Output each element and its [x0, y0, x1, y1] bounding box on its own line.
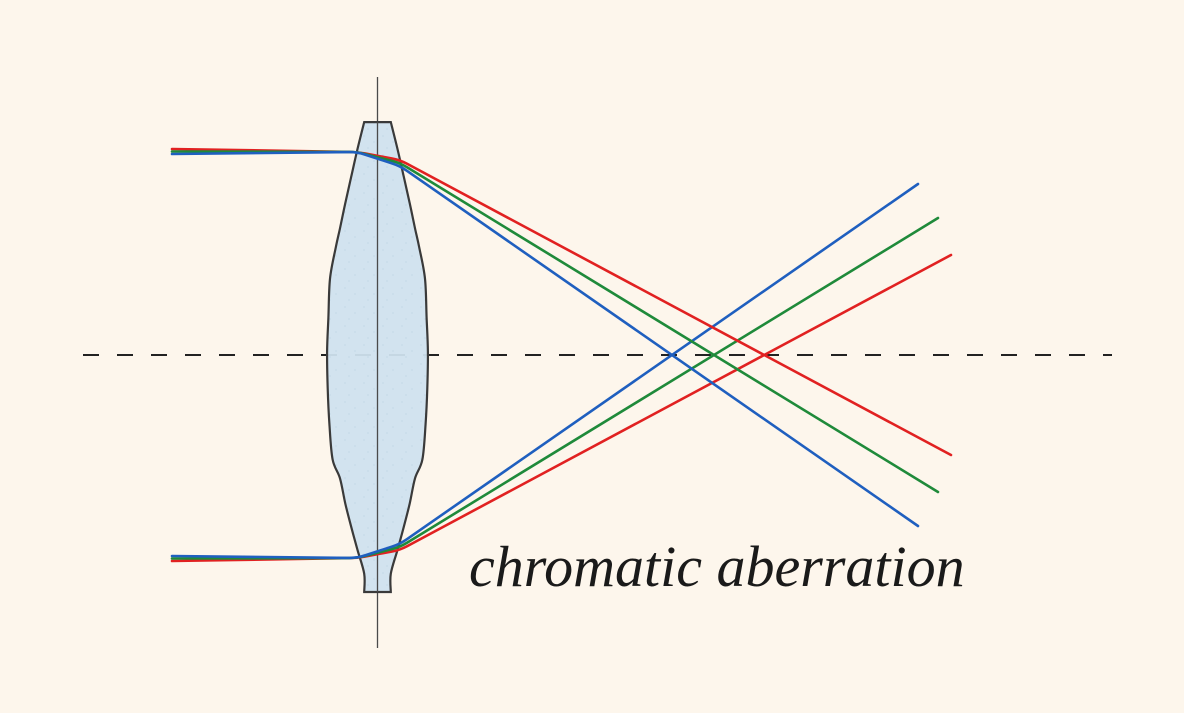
svg-text:chromatic aberration: chromatic aberration: [469, 534, 965, 599]
